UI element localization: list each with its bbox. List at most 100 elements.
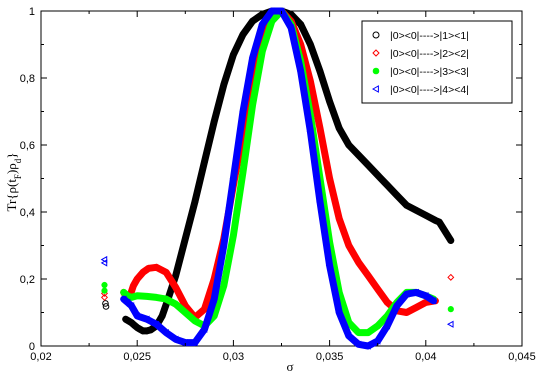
data-point (200, 325, 208, 333)
legend-label: |0><0|---->|4><4| (390, 84, 469, 96)
data-point (158, 312, 166, 320)
data-point (152, 263, 160, 271)
data-point (447, 237, 455, 244)
legend-label: |0><0|---->|3><3| (390, 66, 469, 78)
data-point (239, 31, 247, 38)
data-point (403, 202, 410, 209)
x-tick-label: 0,045 (508, 351, 536, 363)
data-point (422, 298, 430, 306)
data-point (403, 308, 411, 317)
data-point (296, 67, 304, 75)
data-point (297, 21, 305, 28)
data-point (345, 332, 352, 340)
y-tick-label: 0 (29, 341, 35, 353)
data-point (373, 337, 381, 345)
data-point (374, 322, 381, 330)
data-point (364, 161, 372, 169)
data-point (249, 17, 256, 25)
data-point (307, 41, 314, 48)
legend-item: |0><0|---->|4><4| (371, 84, 469, 96)
data-point (355, 329, 362, 336)
data-point (210, 295, 217, 303)
legend-item: |0><0|---->|1><1| (372, 30, 469, 42)
y-tick-label: 0,8 (20, 73, 35, 85)
legend-label: |0><0|---->|2><2| (390, 48, 469, 60)
data-point (201, 305, 209, 313)
x-tick-label: 0,02 (30, 351, 51, 363)
data-point (100, 259, 108, 267)
data-point (258, 20, 265, 29)
data-point (316, 68, 324, 75)
data-point (316, 198, 323, 206)
data-point (162, 268, 170, 276)
data-point (102, 303, 110, 310)
data-point (152, 320, 160, 328)
data-point (239, 168, 247, 175)
data-point (306, 127, 314, 136)
data-point (393, 191, 401, 199)
data-point (249, 101, 256, 108)
data-point (384, 181, 391, 189)
series-4 (100, 7, 454, 350)
data-point (422, 212, 430, 219)
data-point (143, 293, 150, 300)
legend-label: |0><0|---->|1><1| (390, 30, 469, 42)
data-point (127, 302, 135, 310)
data-point (191, 198, 199, 206)
data-point (306, 77, 314, 85)
data-point (325, 261, 333, 270)
data-point (259, 48, 266, 55)
data-point (145, 264, 153, 272)
data-point (447, 273, 455, 281)
data-point (258, 11, 266, 18)
data-point (383, 298, 391, 306)
data-point (371, 85, 379, 93)
data-point (230, 232, 237, 239)
plot-area (40, 7, 523, 350)
y-tick-label: 0,4 (20, 207, 35, 219)
data-point (119, 295, 127, 303)
data-point (429, 297, 437, 305)
data-point (372, 49, 380, 57)
data-point (268, 7, 275, 15)
data-point (326, 98, 333, 105)
data-point (171, 335, 179, 343)
data-point (147, 326, 154, 334)
data-point (447, 306, 454, 313)
data-point (162, 296, 170, 303)
data-point (134, 292, 141, 299)
data-point (128, 294, 135, 301)
data-point (432, 217, 439, 224)
data-point (364, 342, 371, 350)
data-point (139, 268, 147, 276)
y-axis-label: Tr{ρ(tF)ρd} (4, 152, 23, 211)
data-point (364, 272, 372, 280)
data-point (412, 288, 419, 297)
data-point (139, 327, 147, 335)
data-point (133, 312, 140, 320)
data-point (101, 281, 108, 289)
data-point (162, 328, 169, 337)
data-point (229, 174, 237, 183)
data-point (182, 235, 189, 243)
data-point (412, 303, 420, 311)
data-point (355, 151, 362, 159)
data-point (354, 258, 362, 266)
legend-item: |0><0|---->|2><2| (372, 48, 469, 60)
data-point (219, 241, 227, 250)
data-point (220, 81, 228, 88)
data-point (268, 17, 275, 25)
x-tick-label: 0,035 (316, 351, 344, 363)
data-point (374, 285, 382, 293)
data-point (402, 290, 410, 298)
data-point (446, 320, 454, 328)
data-point (201, 158, 208, 166)
data-point (102, 300, 109, 307)
data-point (153, 294, 160, 301)
data-point (335, 215, 343, 223)
data-point (421, 292, 429, 300)
data-point (335, 308, 342, 317)
data-point (345, 141, 353, 149)
legend-item: |0><0|---->|3><3| (372, 66, 469, 78)
